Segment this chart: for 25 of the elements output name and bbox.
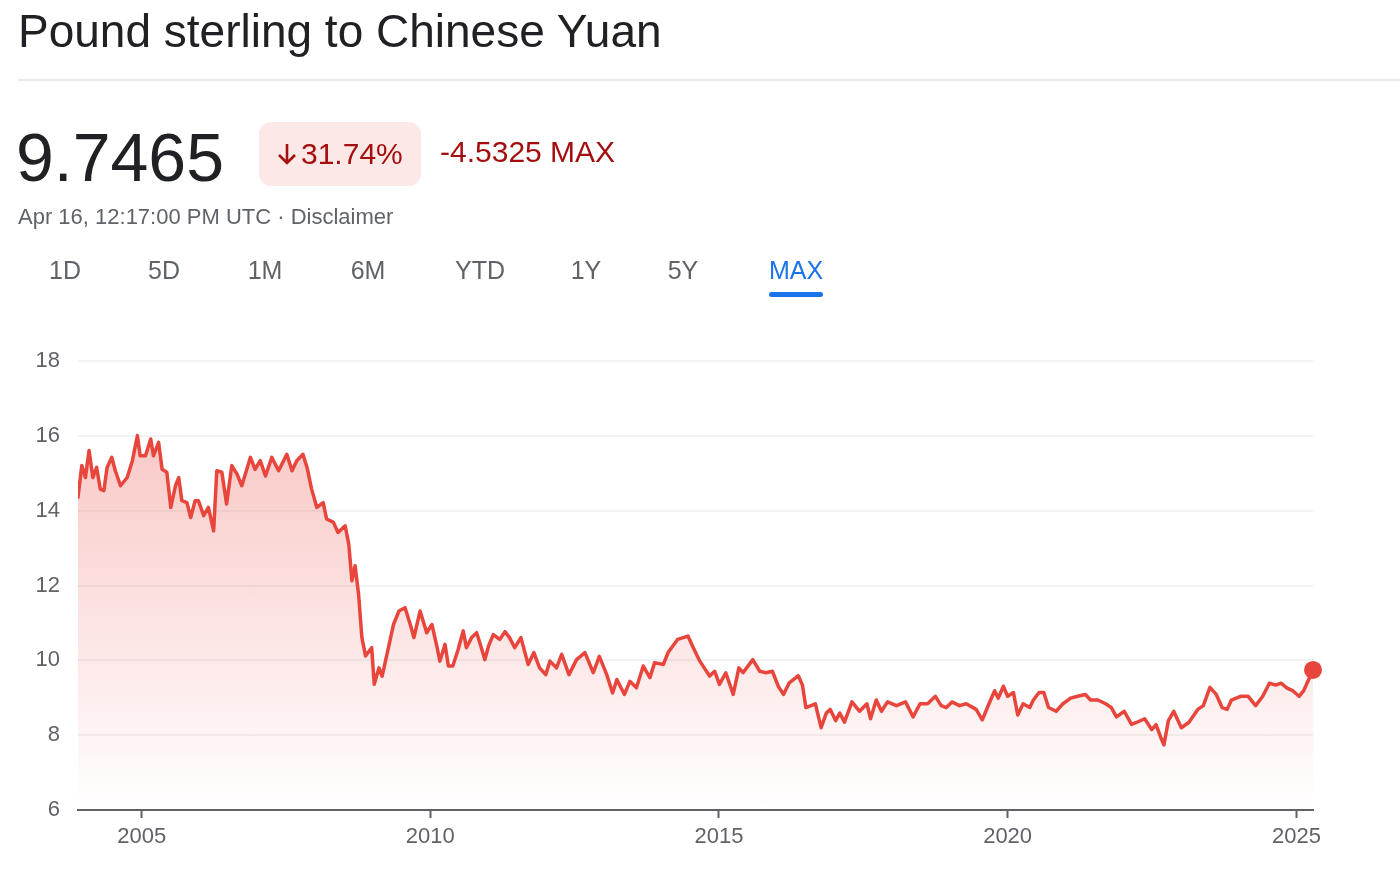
y-tick-label: 18 — [35, 347, 60, 373]
text: MAX — [768, 256, 824, 285]
text: Apr 16, 12:17:00 PM UTC · Disclaimer — [18, 204, 394, 230]
y-tick-label: 14 — [35, 496, 60, 522]
x-tick-label: 2020 — [983, 823, 1033, 849]
text: 1D — [49, 256, 81, 285]
text: 1Y — [570, 256, 602, 285]
text: 6M — [350, 256, 386, 285]
x-tick-label: 2015 — [694, 823, 744, 849]
text: 9.7465 — [16, 118, 224, 196]
x-tick-label: 2025 — [1271, 823, 1321, 849]
x-tick-label: 2010 — [405, 823, 455, 849]
y-tick-label: 10 — [35, 646, 60, 672]
text: YTD — [455, 256, 505, 285]
y-tick-label: 16 — [35, 422, 60, 448]
y-tick-label: 12 — [35, 571, 60, 597]
y-tick-label: 8 — [47, 721, 60, 747]
text: 31.74% — [301, 137, 403, 171]
text: 1M — [247, 256, 283, 285]
text: 5D — [148, 256, 180, 285]
text: -4.5325 MAX — [440, 135, 616, 169]
x-tick-label: 2005 — [117, 823, 167, 849]
y-tick-label: 6 — [47, 796, 60, 822]
text: 5Y — [667, 256, 699, 285]
chart-title: Pound sterling to Chinese Yuan — [18, 4, 662, 58]
